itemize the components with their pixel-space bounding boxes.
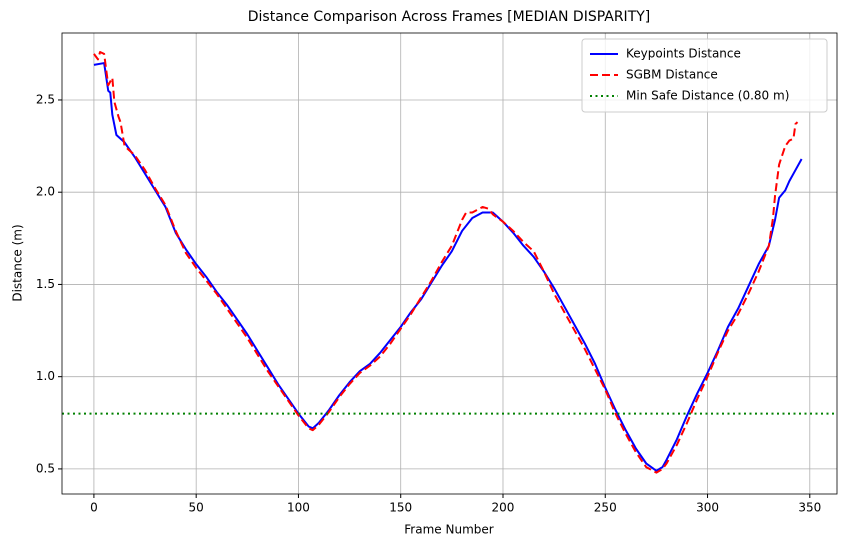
x-tick-label: 150 bbox=[389, 501, 412, 515]
y-tick-label: 2.0 bbox=[36, 185, 55, 199]
x-tick-label: 50 bbox=[189, 501, 204, 515]
y-tick-label: 1.0 bbox=[36, 369, 55, 383]
x-tick-label: 0 bbox=[90, 501, 98, 515]
x-tick-label: 200 bbox=[492, 501, 515, 515]
chart-title: Distance Comparison Across Frames [MEDIA… bbox=[248, 9, 651, 25]
legend-label: Min Safe Distance (0.80 m) bbox=[626, 89, 789, 103]
legend: Keypoints Distance SGBM Distance Min Safe … bbox=[581, 38, 828, 113]
x-tick-label: 250 bbox=[594, 501, 617, 515]
legend-label: SGBM Distance bbox=[626, 68, 718, 82]
plot-frame bbox=[61, 32, 838, 495]
x-axis-label: Frame Number bbox=[404, 523, 493, 537]
series-line bbox=[93, 51, 799, 474]
y-tick-label: 1.5 bbox=[36, 277, 55, 291]
legend-label: Keypoints Distance bbox=[626, 47, 741, 61]
y-tick-label: 2.5 bbox=[36, 92, 55, 106]
series-line bbox=[93, 62, 803, 472]
y-axis-label: Distance (m) bbox=[11, 224, 25, 301]
x-tick-label: 350 bbox=[798, 501, 821, 515]
x-tick-label: 100 bbox=[287, 501, 310, 515]
x-tick-label: 300 bbox=[696, 501, 719, 515]
y-tick-label: 0.5 bbox=[36, 461, 55, 475]
legend-box bbox=[581, 38, 828, 113]
